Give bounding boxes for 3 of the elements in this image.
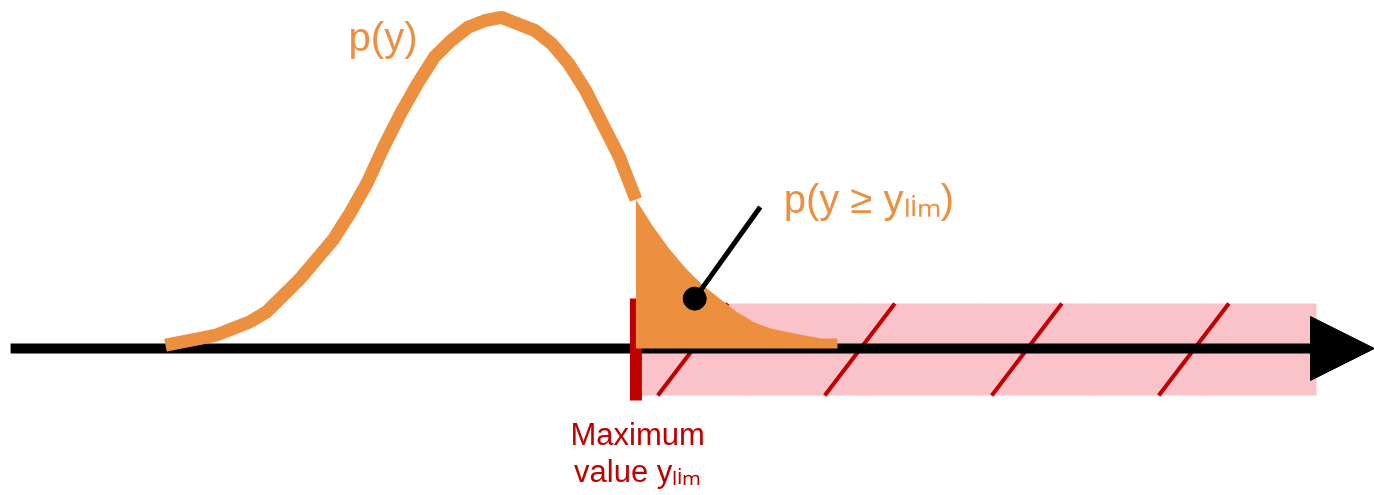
- series-label: p(y): [348, 15, 418, 60]
- text: Maximum value yₗᵢₘ: [570, 417, 705, 490]
- text: p(y ≥ yₗᵢₘ): [783, 177, 955, 222]
